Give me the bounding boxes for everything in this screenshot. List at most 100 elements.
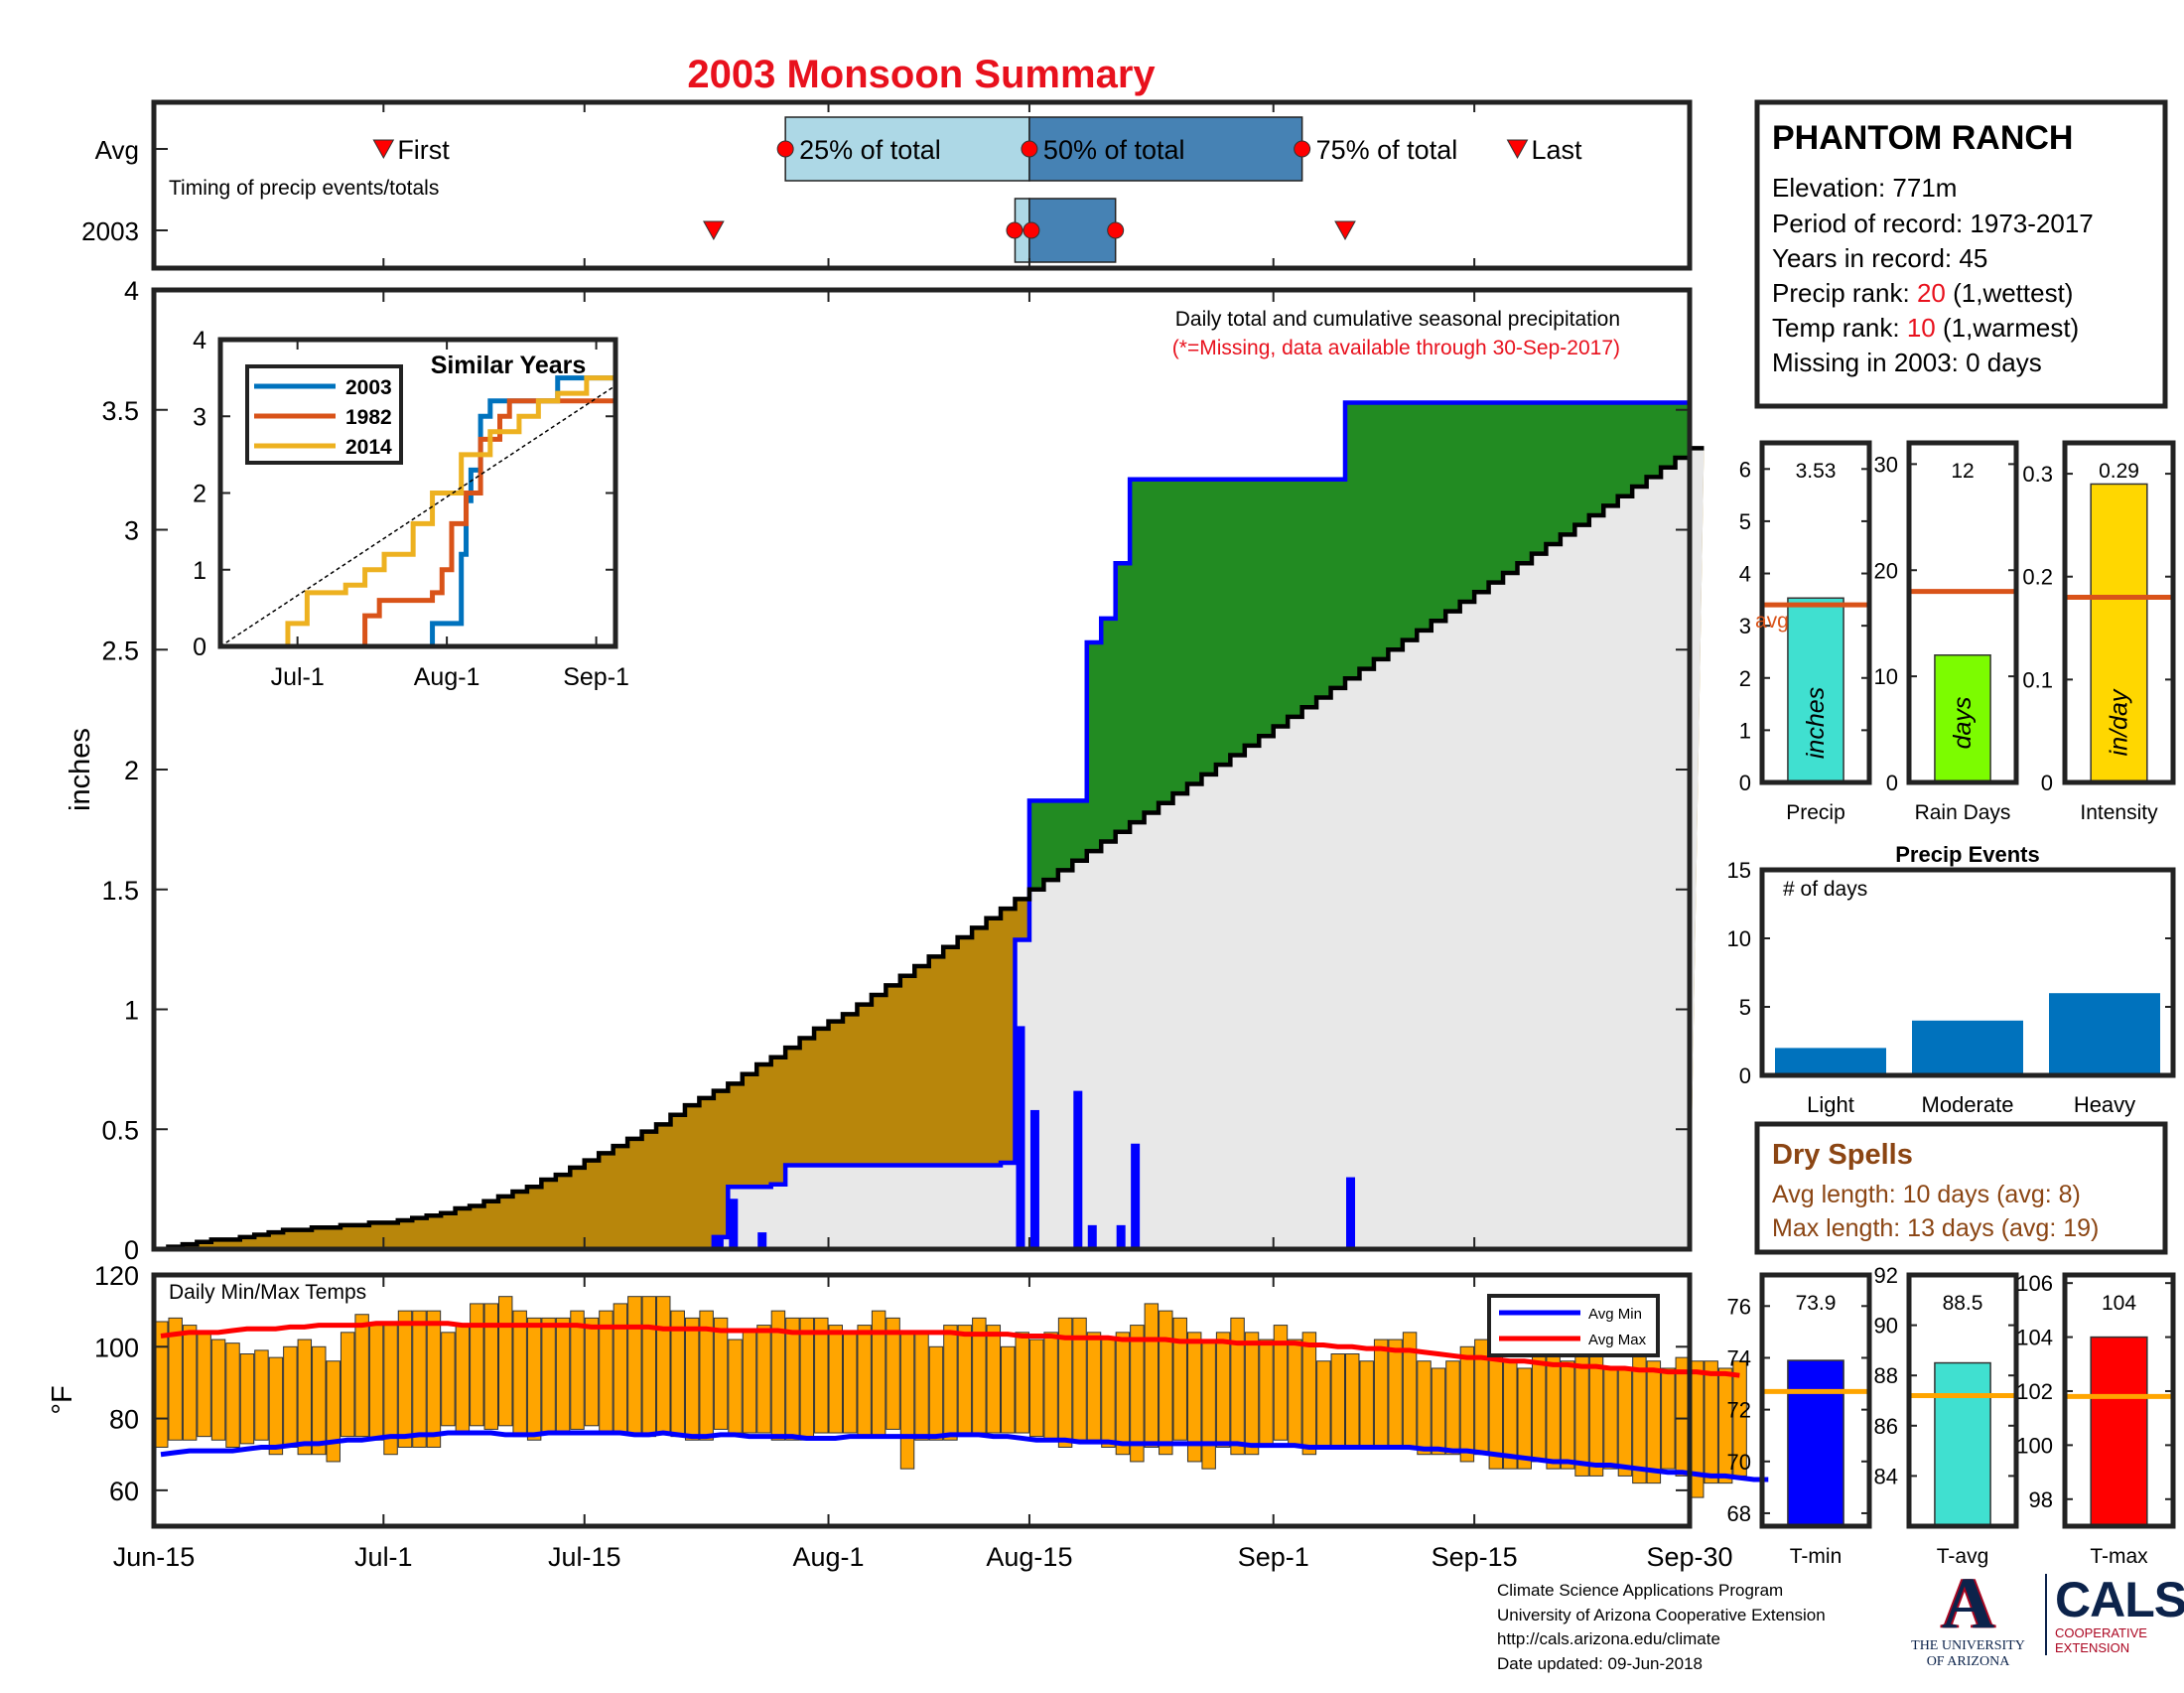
footer-line-1: Climate Science Applications Program: [1497, 1581, 1784, 1600]
avg-min-line: [160, 1430, 1769, 1482]
station-years: Years in record: 45: [1772, 243, 1987, 273]
daily-precip-bar: [1073, 1090, 1083, 1249]
temp-range-bar: [1675, 1356, 1691, 1477]
temp-range-bar: [426, 1310, 442, 1448]
events-frame: [1759, 867, 2176, 1078]
tavg-summary-ytick-label: 92: [1874, 1263, 1898, 1288]
tavg-summary-label: T-avg: [1937, 1545, 1989, 1568]
tavg-summary-ytick-label: 84: [1874, 1464, 1898, 1488]
rain-days-summary-ytick-label: 30: [1874, 452, 1898, 477]
year-first-marker: [703, 220, 725, 241]
temp-ytick-label: 80: [109, 1405, 139, 1435]
temp-range-bar: [470, 1303, 484, 1427]
temp-range-bar: [526, 1317, 542, 1441]
intensity-summary-ytick-label: 0.1: [2022, 667, 2053, 692]
footer-credits: Climate Science Applications Program Uni…: [1497, 1579, 1826, 1676]
precip-summary-value-label: 3.53: [1796, 460, 1837, 483]
precip-avg-label: avg: [1755, 610, 1789, 633]
footer-line-2: University of Arizona Cooperative Extens…: [1497, 1605, 1826, 1624]
temp-range-bar: [1043, 1332, 1058, 1441]
tmin-summary-ytick-label: 72: [1727, 1398, 1751, 1423]
year-last-marker: [1334, 220, 1356, 241]
intensity-summary-unit: in/day: [2106, 688, 2133, 756]
tmax-summary-ytick-label: 98: [2029, 1487, 2053, 1512]
temp-range-bar: [555, 1317, 571, 1434]
events-bar-moderate: [1912, 1020, 2023, 1075]
precip-summary-unit: inches: [1802, 687, 1830, 759]
tmin-summary-value-label: 73.9: [1796, 1292, 1837, 1315]
avg-last-marker: [1506, 139, 1529, 160]
events-ytick-label: 10: [1727, 926, 1751, 951]
rain-days-summary-ytick-label: 10: [1874, 664, 1898, 689]
avg-first-label: First: [397, 135, 450, 165]
tmax-summary-ytick-label: 104: [2016, 1326, 2053, 1350]
temp-range-bar: [1201, 1339, 1216, 1470]
date-xtick-label: Jun-15: [113, 1542, 196, 1572]
timing-row-year: 2003: [81, 216, 139, 246]
precip-summary-ytick-label: 0: [1739, 771, 1751, 795]
temp-legend-min: Avg Min: [1588, 1306, 1642, 1323]
events-xtick-label: Heavy: [2074, 1092, 2135, 1117]
events-bar-heavy: [2049, 993, 2160, 1075]
tmin-summary-bar: [1787, 1359, 1844, 1527]
temp-panel-frame: [151, 1272, 1693, 1529]
temp-range-bar: [799, 1317, 815, 1441]
precip-summary-frame: [1759, 440, 1872, 785]
station-info-box: [1754, 99, 2168, 409]
inset-xtick-label: Sep-1: [563, 663, 629, 691]
precip-summary-label: Precip: [1786, 801, 1845, 824]
daily-precip-bar: [1346, 1177, 1356, 1249]
temp-range-bar: [1531, 1353, 1547, 1463]
temp-range-bar: [957, 1325, 973, 1434]
temp-legend-max: Avg Max: [1588, 1332, 1647, 1348]
temp-range-bar: [154, 1321, 169, 1448]
daily-precip-bar: [1116, 1224, 1126, 1249]
temp-range-bar: [210, 1339, 226, 1441]
temp-range-bar: [828, 1325, 843, 1434]
precip-ytick-label: 1.5: [101, 876, 139, 906]
avg-50pct-box: [1028, 116, 1303, 182]
dry-spells-title: Dry Spells: [1772, 1139, 1913, 1171]
temp-range-bar: [455, 1325, 471, 1434]
date-xtick-label: Sep-30: [1646, 1542, 1732, 1572]
tmax-summary-bar: [2090, 1336, 2148, 1527]
daily-precip-bar: [714, 1236, 724, 1249]
station-temp-rank-part: (1,warmest): [1936, 313, 2079, 343]
intensity-summary-frame: [2062, 440, 2176, 785]
year-75pct-marker: [1107, 221, 1125, 239]
station-elevation: Elevation: 771m: [1772, 173, 1957, 203]
daily-precip-bar: [1131, 1143, 1141, 1249]
chart-title: 2003 Monsoon Summary: [687, 53, 1156, 96]
precip-ylabel: inches: [65, 728, 96, 811]
footer-line-3[interactable]: http://cals.arizona.edu/climate: [1497, 1629, 1720, 1648]
precip-summary-bar: [1787, 597, 1844, 783]
tmax-summary-value-label: 104: [2102, 1292, 2136, 1315]
temp-range-bar: [1101, 1339, 1116, 1448]
daily-precip-bar: [729, 1199, 739, 1249]
temp-range-bar: [842, 1332, 858, 1434]
inset-title: Similar Years: [431, 352, 587, 379]
precip-chart-note: Daily total and cumulative seasonal prec…: [1175, 308, 1620, 331]
year-25pct-marker: [1006, 221, 1024, 239]
temp-range-bar: [713, 1317, 729, 1430]
temp-range-bar: [986, 1325, 1002, 1434]
station-precip-rank: Precip rank: 20 (1,wettest): [1772, 278, 2073, 308]
temp-range-bar: [1115, 1332, 1131, 1456]
intensity-summary-value-label: 0.29: [2099, 460, 2139, 483]
temp-range-bar: [871, 1310, 887, 1438]
temp-range-bar: [254, 1349, 269, 1441]
temp-range-bar: [1001, 1345, 1016, 1434]
precip-ytick-label: 4: [124, 276, 139, 306]
events-xtick-label: Moderate: [1922, 1092, 2014, 1117]
daily-precip-bar: [1087, 1224, 1097, 1249]
cumulative-2003-line: [154, 400, 1690, 1252]
avg-25pct-label: 25% of total: [799, 135, 941, 165]
temp-range-bar: [1244, 1332, 1260, 1456]
timing-panel-frame: [151, 99, 1693, 271]
temp-range-bar: [1259, 1339, 1274, 1448]
temp-range-bar: [182, 1325, 198, 1441]
daily-precip-bar: [757, 1232, 767, 1249]
precip-summary-ytick-label: 6: [1739, 457, 1751, 482]
precip-summary-ytick-label: 3: [1739, 614, 1751, 638]
events-ytick-label: 5: [1739, 995, 1751, 1020]
